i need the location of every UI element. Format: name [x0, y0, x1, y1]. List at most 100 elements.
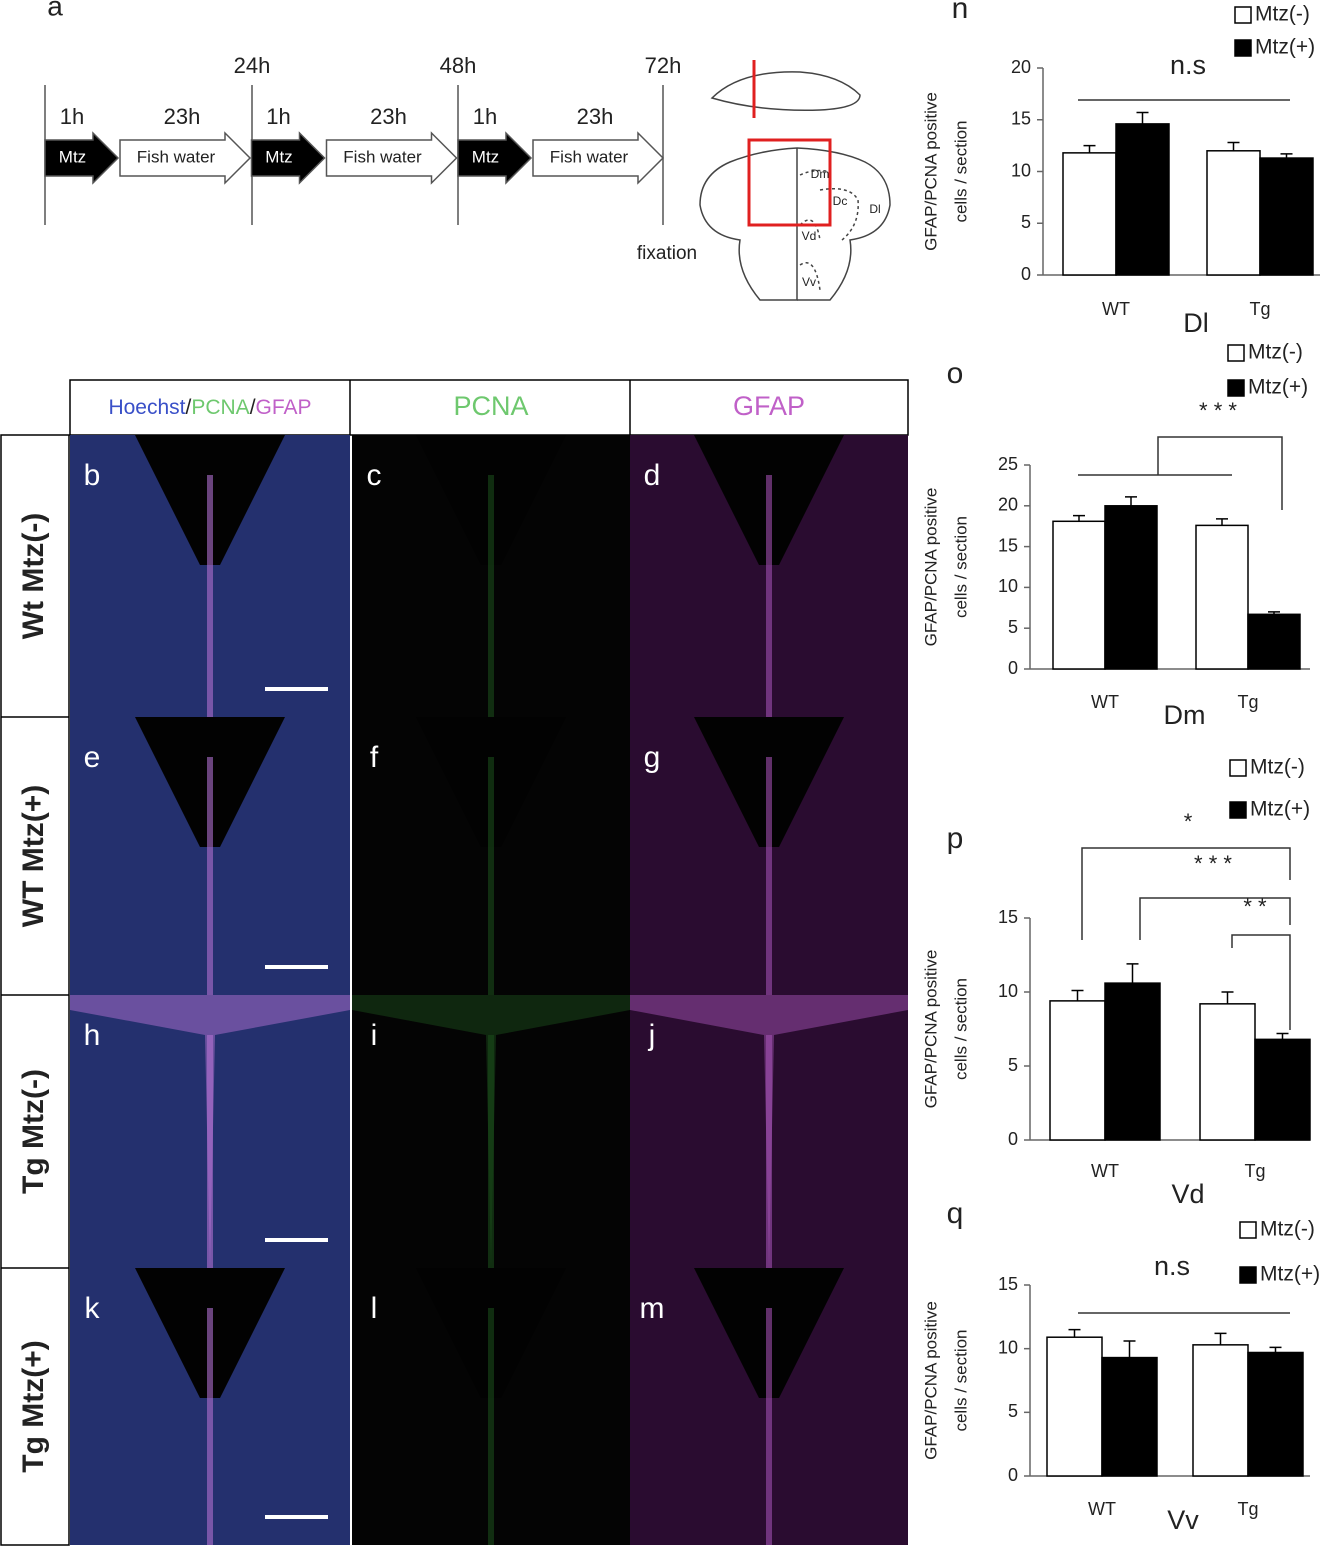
- y-tick-label: 0: [1008, 1129, 1018, 1149]
- bar: [1195, 524, 1249, 670]
- row-label: Tg Mtz(+): [17, 1340, 50, 1472]
- error-bar: [1216, 518, 1228, 526]
- panel-label: h: [84, 1019, 101, 1052]
- step-label: Mtz: [265, 147, 292, 166]
- bar: [1247, 613, 1301, 670]
- duration-label: 23h: [577, 104, 614, 129]
- y-axis-label: cells / section: [951, 1329, 970, 1431]
- step-label: Mtz: [472, 147, 499, 166]
- error-bar: [1276, 1032, 1289, 1040]
- y-tick-label: 5: [1008, 617, 1018, 637]
- time-label: 72h: [645, 53, 682, 78]
- duration-label: 1h: [266, 104, 290, 129]
- header-part: Hoechst: [108, 396, 185, 419]
- error-bar: [1123, 1340, 1136, 1358]
- y-tick-label: 20: [1011, 57, 1031, 77]
- legend-label: Mtz(+): [1260, 1263, 1320, 1286]
- y-tick-label: 15: [998, 1274, 1018, 1294]
- y-tick-label: 5: [1008, 1055, 1018, 1075]
- legend-swatch: [1227, 379, 1245, 397]
- panel-label: a: [47, 0, 63, 21]
- x-tick-label: Tg: [1249, 299, 1270, 319]
- error-bar: [1125, 496, 1137, 506]
- y-axis-label: cells / section: [951, 516, 970, 618]
- error-bar: [1227, 141, 1240, 151]
- column-header: PCNA: [453, 391, 528, 421]
- y-tick-label: 10: [998, 981, 1018, 1001]
- step-label: Fish water: [343, 147, 422, 166]
- water-arrow: [532, 131, 665, 185]
- y-tick-label: 15: [998, 907, 1018, 927]
- legend-label: Mtz(+): [1248, 376, 1308, 399]
- bar: [1206, 150, 1261, 276]
- significance-bracket: [1231, 934, 1291, 1030]
- bar: [1259, 157, 1314, 276]
- panel-label: i: [371, 1019, 378, 1052]
- duration-label: 23h: [370, 104, 407, 129]
- y-axis-label: cells / section: [951, 120, 970, 222]
- legend-label: Mtz(-): [1255, 3, 1310, 26]
- error-bar: [1073, 514, 1085, 522]
- legend-label: Mtz(-): [1260, 1218, 1315, 1241]
- duration-label: 1h: [473, 104, 497, 129]
- y-tick-label: 5: [1008, 1401, 1018, 1421]
- bar: [1199, 1003, 1256, 1141]
- legend-label: Mtz(+): [1250, 798, 1310, 821]
- x-axis-label: Vv: [1167, 1505, 1199, 1535]
- y-tick-label: 5: [1021, 212, 1031, 232]
- y-axis-label: cells / section: [951, 978, 970, 1080]
- step-label: Fish water: [137, 147, 216, 166]
- header-part: GFAP: [733, 391, 805, 421]
- water-arrow: [119, 131, 252, 185]
- panel-label: b: [84, 459, 101, 492]
- x-tick-label: WT: [1091, 692, 1119, 712]
- header-part: PCNA: [191, 396, 249, 419]
- end-label: fixation: [637, 243, 697, 264]
- significance-bracket: [1139, 897, 1291, 940]
- legend-swatch: [1227, 344, 1245, 362]
- significance-bracket: [1157, 436, 1283, 510]
- error-bar: [1136, 111, 1149, 124]
- y-tick-label: 10: [998, 1337, 1018, 1357]
- bar: [1052, 520, 1106, 670]
- panel-label: l: [371, 1292, 378, 1325]
- bar: [1247, 1351, 1304, 1477]
- legend-swatch: [1234, 6, 1252, 24]
- x-axis-label: Dl: [1183, 308, 1209, 338]
- legend-label: Mtz(-): [1250, 756, 1305, 779]
- x-tick-label: Tg: [1237, 1499, 1258, 1519]
- column-header: GFAP: [733, 391, 805, 421]
- error-bar: [1126, 963, 1139, 984]
- legend-label: Mtz(-): [1248, 341, 1303, 364]
- panel-label: q: [947, 1197, 964, 1230]
- y-axis-label: GFAP/PCNA positive: [921, 1301, 940, 1460]
- bar: [1046, 1336, 1103, 1477]
- x-tick-label: WT: [1102, 299, 1130, 319]
- panel-label: d: [644, 459, 661, 492]
- header-part: PCNA: [453, 391, 528, 421]
- bar: [1115, 123, 1170, 276]
- x-axis-label: Vd: [1171, 1179, 1204, 1209]
- row-label: Wt Mtz(-): [17, 513, 50, 640]
- y-tick-label: 10: [998, 576, 1018, 596]
- legend-swatch: [1234, 39, 1252, 57]
- annotation: n.s: [1154, 1251, 1190, 1281]
- row-label: Tg Mtz(-): [17, 1069, 50, 1194]
- y-axis-label: GFAP/PCNA positive: [921, 92, 940, 251]
- y-tick-label: 20: [998, 495, 1018, 515]
- step-label: Fish water: [550, 147, 629, 166]
- region-label: Vd: [802, 229, 817, 243]
- y-tick-label: 15: [998, 535, 1018, 555]
- header-part: /: [250, 396, 256, 419]
- error-bar: [1214, 1332, 1227, 1345]
- panel-label: k: [85, 1292, 101, 1325]
- duration-label: 23h: [164, 104, 201, 129]
- x-tick-label: Tg: [1237, 692, 1258, 712]
- legend-swatch: [1239, 1266, 1257, 1284]
- panel-label: n: [952, 0, 969, 25]
- bar: [1104, 505, 1158, 670]
- time-label: 48h: [440, 53, 477, 78]
- region-label: Dl: [869, 202, 880, 216]
- error-bar: [1280, 153, 1293, 159]
